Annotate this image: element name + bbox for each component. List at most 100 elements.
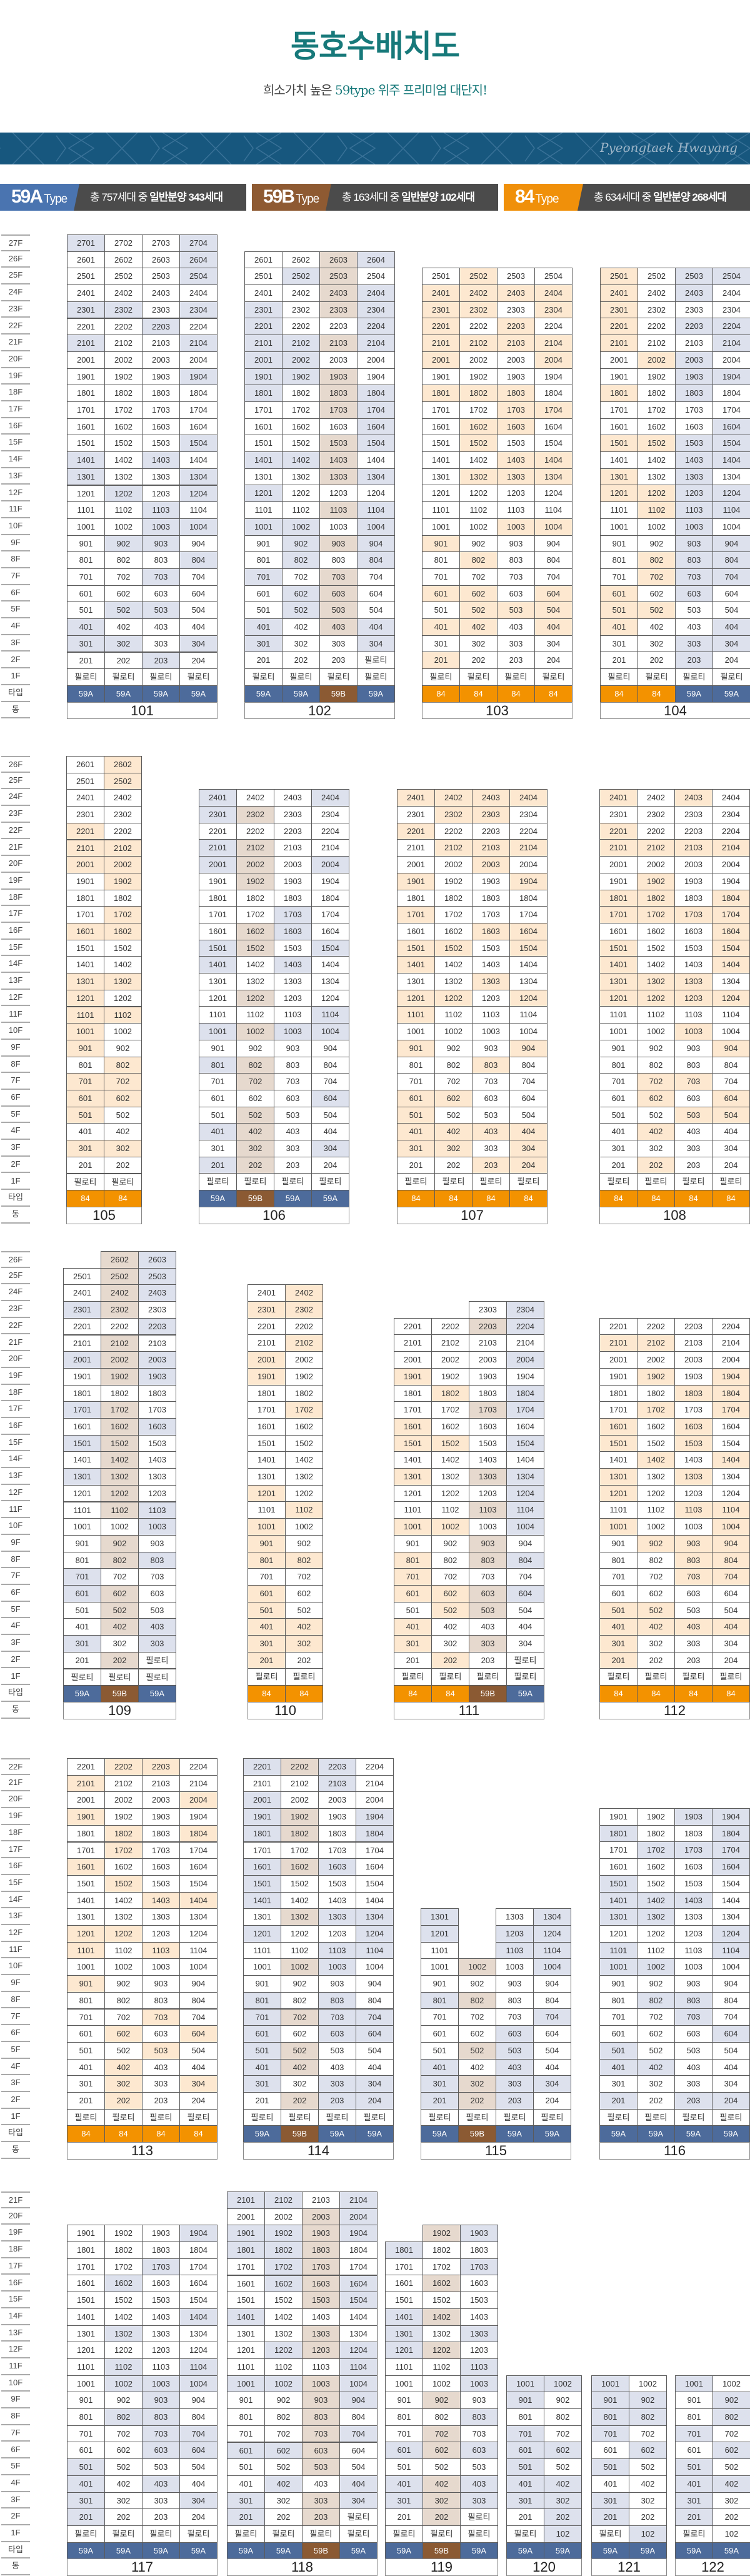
unit-cell: 1202 <box>104 989 142 1007</box>
unit-cell: 502 <box>264 2458 302 2476</box>
unit-cell: 401 <box>66 1123 104 1141</box>
unit-cell: 1501 <box>599 1874 638 1893</box>
unit-cell: 303 <box>142 635 180 653</box>
unit-cell: 202 <box>264 2508 302 2526</box>
floor-label: 6F <box>1 2025 30 2042</box>
unit-cell: 601 <box>599 2025 638 2043</box>
unit-cell: 1304 <box>533 1908 571 1926</box>
floor-label: 5F <box>1 2042 30 2059</box>
unit-cell: 203 <box>142 2092 180 2110</box>
unit-cell: 1704 <box>712 1401 750 1419</box>
unit-cell: 201 <box>66 1156 104 1174</box>
unit-cell: 1402 <box>236 956 274 974</box>
unit-cell: 2001 <box>397 856 435 873</box>
unit-cell: 903 <box>274 1039 312 1057</box>
unit-cell: 2302 <box>638 301 676 319</box>
unit-cell: 2103 <box>497 335 535 352</box>
unit-cell: 201 <box>599 2091 638 2110</box>
unit-cell: 2104 <box>357 335 395 352</box>
floor-label: 16F <box>1 923 30 940</box>
floor-label: 13F <box>1 468 30 485</box>
unit-cell: 302 <box>281 2075 319 2093</box>
unit-type-cell: 59B <box>281 2125 319 2143</box>
unit-cell: 1104 <box>339 2358 378 2376</box>
unit-cell: 2201 <box>63 1317 101 1336</box>
floor-label: 19F <box>1 1368 30 1385</box>
floor-label: 14F <box>1 2308 30 2325</box>
unit-cell: 404 <box>356 2058 394 2076</box>
unit-cell: 1701 <box>227 2258 265 2276</box>
unit-cell: 201 <box>199 1156 237 1174</box>
floor-label: 24F <box>1 284 30 301</box>
unit-cell: 2401 <box>600 284 638 302</box>
unit-type-cell: 84 <box>67 2125 105 2143</box>
unit-cell: 1701 <box>599 1841 638 1859</box>
unit-cell: 1003 <box>142 2375 180 2393</box>
unit-cell: 1803 <box>142 385 180 402</box>
unit-type-cell: 84 <box>497 685 535 703</box>
unit-cell: 501 <box>199 1106 237 1124</box>
unit-cell: 1201 <box>248 1484 286 1502</box>
unit-cell: 1602 <box>285 1417 323 1436</box>
unit-cell: 1702 <box>104 2258 142 2276</box>
unit-cell: 901 <box>397 1039 435 1057</box>
unit-cell: 2403 <box>274 789 312 807</box>
unit-cell: 501 <box>227 2458 265 2476</box>
unit-type-cell: 84 <box>599 1685 638 1703</box>
unit-cell: 1102 <box>101 1501 139 1519</box>
unit-cell: 703 <box>674 2008 712 2026</box>
unit-cell: 203 <box>318 2092 356 2110</box>
unit-cell: 2002 <box>236 856 274 873</box>
building-number: 107 <box>397 1206 548 1224</box>
unit-cell: 2402 <box>459 284 498 302</box>
unit-cell: 1101 <box>599 1501 638 1519</box>
unit-cell: 1301 <box>67 2325 105 2343</box>
unit-cell: 2002 <box>431 1351 469 1369</box>
banner-pattern-line <box>724 133 750 164</box>
unit-cell: 1402 <box>104 2308 142 2326</box>
unit-cell: 404 <box>712 1618 750 1636</box>
unit-cell: 2103 <box>674 839 712 857</box>
unit-cell: 2104 <box>712 1334 750 1352</box>
unit-type-cell: 59A <box>339 2542 378 2560</box>
unit-cell: 903 <box>674 1039 712 1057</box>
unit-cell: 503 <box>469 1601 507 1619</box>
unit-cell: 1502 <box>264 2292 302 2309</box>
unit-cell: 1302 <box>434 973 472 990</box>
unit-cell: 2201 <box>422 318 460 336</box>
floor-label: 12F <box>1 2342 30 2358</box>
unit-cell: 403 <box>674 1123 712 1141</box>
unit-cell: 1104 <box>356 1941 394 1960</box>
unit-cell: 301 <box>66 1140 104 1157</box>
unit-cell: 403 <box>674 1618 712 1636</box>
unit-cell: 1902 <box>637 1367 675 1386</box>
unit-cell: 2001 <box>394 1351 432 1369</box>
unit-cell: 504 <box>534 601 572 620</box>
unit-cell: 1702 <box>101 1401 139 1419</box>
unit-cell: 703 <box>469 1568 507 1586</box>
unit-cell: 701 <box>67 568 105 586</box>
unit-cell: 603 <box>302 2442 340 2460</box>
unit-cell: 401 <box>67 618 105 636</box>
unit-cell: 1602 <box>104 418 142 436</box>
unit-cell: 302 <box>236 1140 274 1157</box>
unit-cell: 402 <box>458 2058 496 2076</box>
legend-description: 총 634세대 중 일반분양 268세대 <box>578 184 750 211</box>
unit-cell: 401 <box>591 2475 629 2493</box>
unit-cell: 502 <box>104 601 142 620</box>
unit-cell: 804 <box>339 2408 378 2426</box>
unit-cell: 1603 <box>318 1858 356 1876</box>
unit-cell: 1804 <box>509 889 548 907</box>
unit-cell: 404 <box>534 618 572 636</box>
unit-cell: 2202 <box>281 1758 319 1776</box>
unit-cell: 202 <box>281 2092 319 2110</box>
unit-cell: 1601 <box>227 2275 265 2293</box>
unit-cell: 1601 <box>397 922 435 940</box>
legend-type-word: Type <box>44 193 68 206</box>
unit-cell: 1801 <box>248 1384 286 1402</box>
unit-cell: 704 <box>712 568 750 586</box>
unit-cell: 802 <box>637 1056 675 1074</box>
unit-cell: 2304 <box>534 301 572 319</box>
unit-cell: 302 <box>282 635 320 653</box>
unit-cell: 1201 <box>63 1484 101 1502</box>
